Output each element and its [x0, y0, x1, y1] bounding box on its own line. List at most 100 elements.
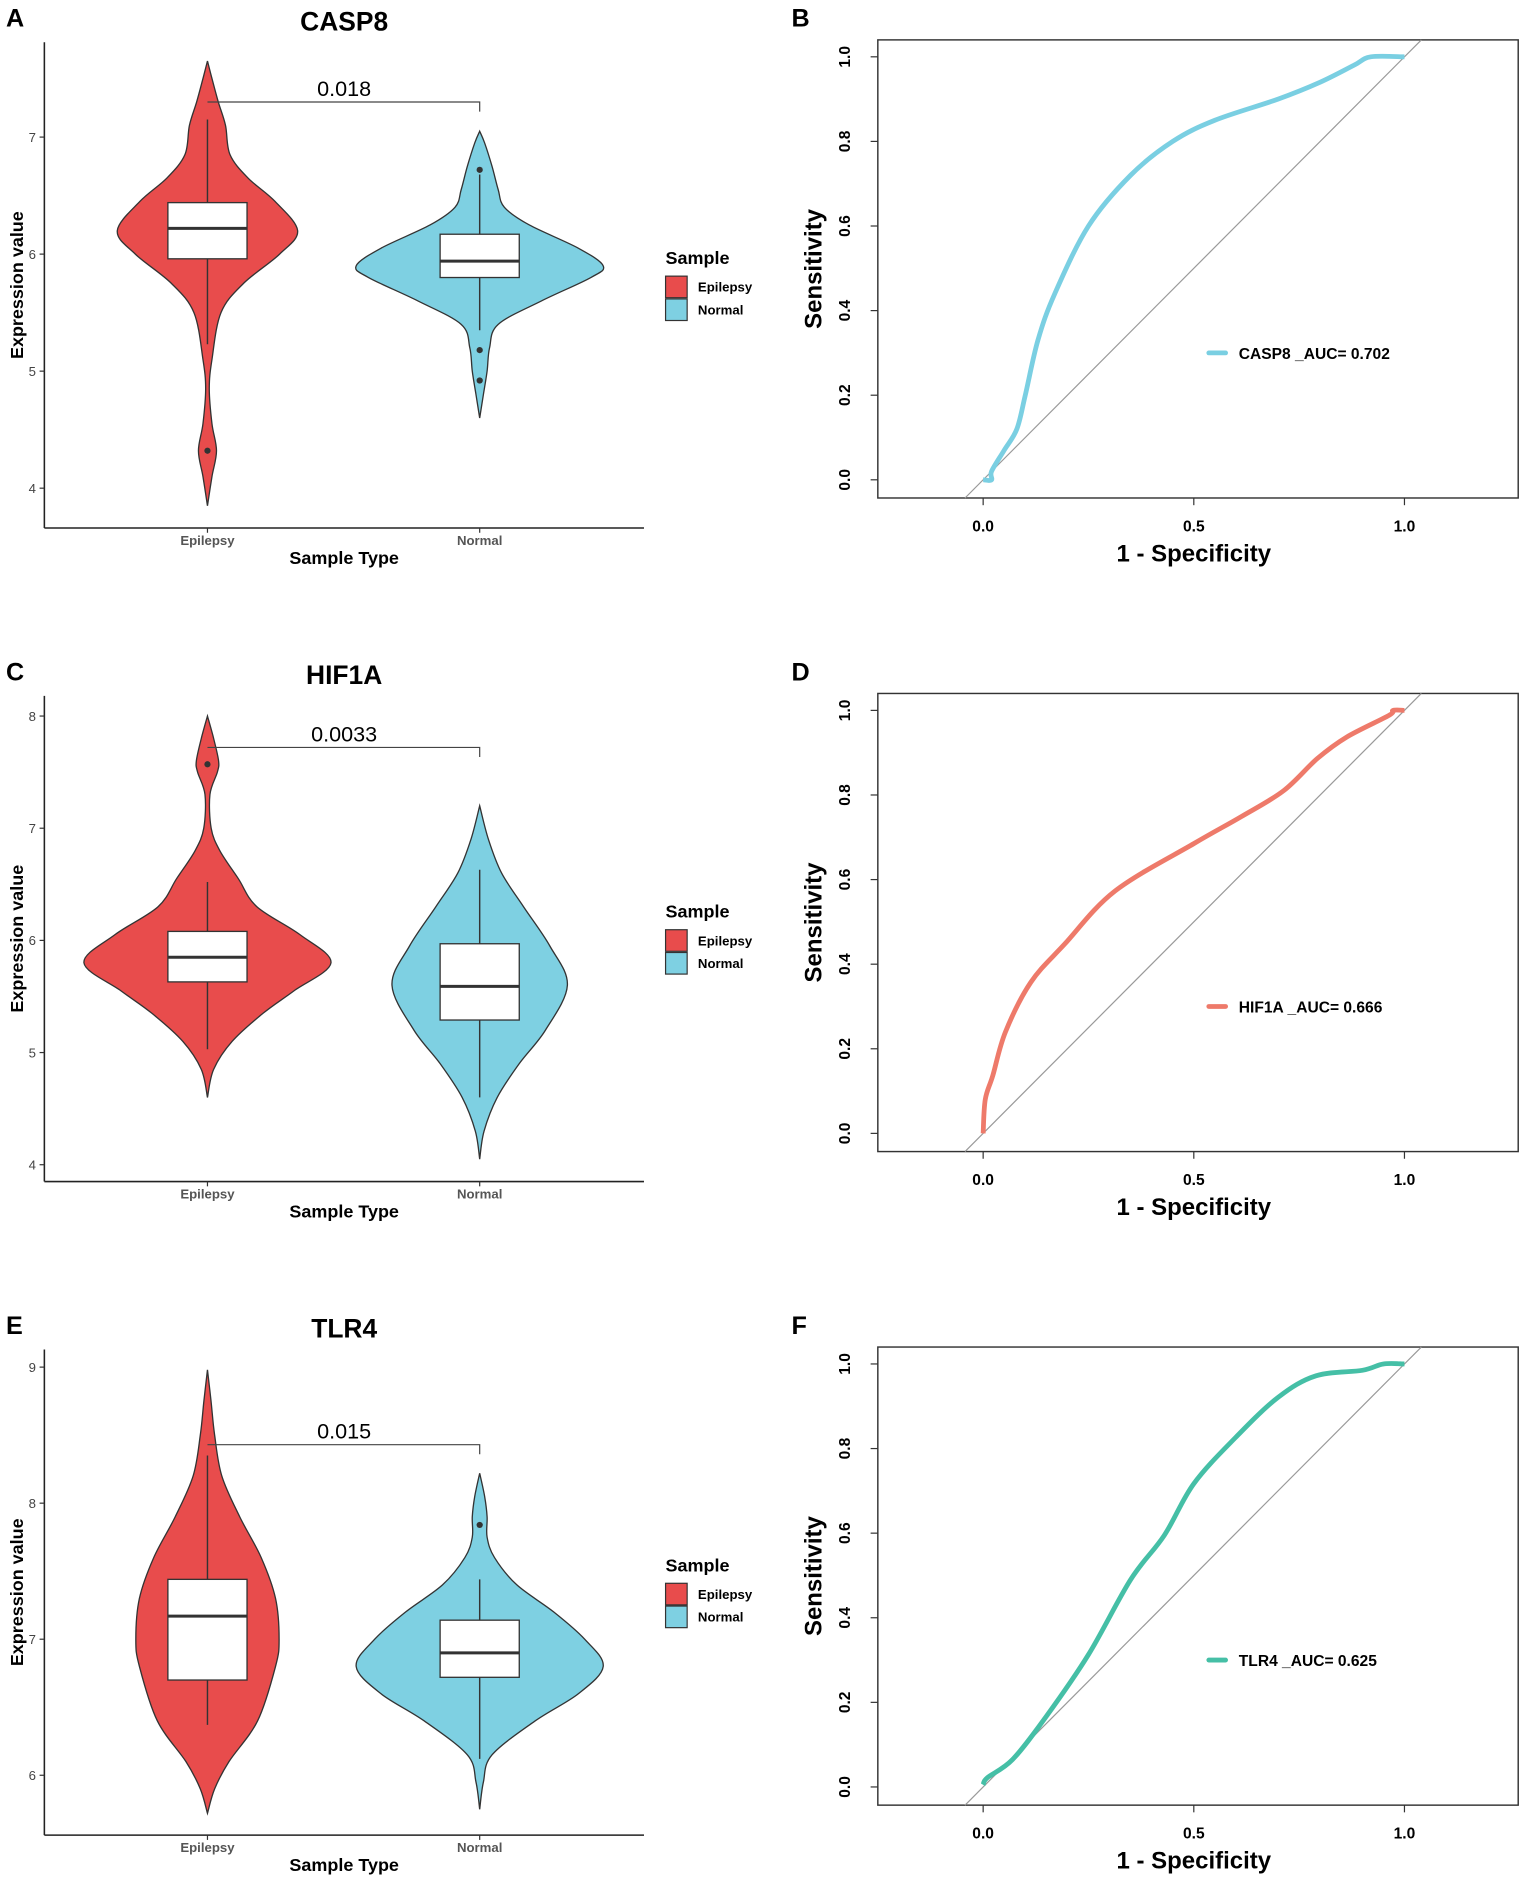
roc-curve	[980, 707, 1405, 1134]
x-tick-label: 1.0	[1394, 1826, 1416, 1843]
x-tick-label: 1.0	[1394, 1172, 1416, 1189]
y-tick-label: 0.4	[837, 953, 854, 975]
y-tick-label: 0.4	[837, 1607, 854, 1629]
x-axis-title: 1 - Specificity	[1117, 1194, 1272, 1221]
reference-diagonal	[964, 1346, 1422, 1806]
y-tick-label: 0.6	[837, 215, 854, 237]
legend-label: CASP8 _AUC= 0.702	[1239, 346, 1390, 363]
reference-diagonal	[964, 693, 1422, 1152]
outlier-point	[476, 1521, 483, 1529]
y-tick-label: 0.2	[837, 1038, 854, 1060]
x-tick-label: 0.5	[1183, 519, 1205, 536]
significance-bracket	[207, 101, 481, 112]
legend-swatch-normal	[664, 951, 688, 975]
box	[167, 201, 248, 260]
y-tick-label: 7	[29, 821, 36, 836]
legend-label: HIF1A _AUC= 0.666	[1239, 999, 1383, 1016]
plot-frame	[877, 39, 1519, 499]
chart-title: HIF1A	[306, 660, 382, 690]
panel-label: B	[791, 5, 809, 33]
x-tick-label: Epilepsy	[180, 1840, 235, 1855]
panel-E: E TLR4 6 7 8 9 Epilepsy Normal 0.015 Sample Type E…	[6, 1312, 753, 1875]
x-axis-title: Sample Type	[289, 1202, 399, 1222]
y-tick-label: 7	[29, 1632, 36, 1647]
plot-frame	[877, 1346, 1519, 1806]
x-tick-label: Epilepsy	[180, 1186, 235, 1201]
y-tick-label: 6	[29, 247, 36, 262]
box	[439, 943, 520, 1021]
p-value-label: 0.0033	[311, 721, 377, 746]
x-axis-title: 1 - Specificity	[1117, 1848, 1272, 1875]
y-tick-label: 5	[29, 364, 36, 379]
panel-F: F 0.0 0.5 1.0 0.0 0.2 0.4 0.6 0.8 1.0 1 - Specific…	[791, 1312, 1519, 1875]
x-tick-label: Normal	[457, 1186, 502, 1201]
x-axis-title: 1 - Specificity	[1117, 541, 1272, 568]
legend-label: Normal	[698, 956, 743, 971]
x-tick-label: 0.0	[972, 1826, 994, 1843]
y-axis-title: Sensitivity	[800, 862, 827, 983]
x-tick-label: 0.0	[972, 519, 994, 536]
y-tick-label: 7	[29, 130, 36, 145]
y-axis-title: Sensitivity	[800, 208, 827, 329]
y-tick-label: 1.0	[837, 699, 854, 721]
significance-bracket	[207, 746, 481, 758]
roc-curve	[982, 53, 1405, 483]
panel-label: D	[791, 658, 809, 686]
y-tick-label: 0.6	[837, 868, 854, 890]
box	[167, 1578, 248, 1681]
y-tick-label: 4	[29, 481, 36, 496]
y-tick-label: 8	[29, 709, 36, 724]
chart-title: TLR4	[311, 1313, 377, 1343]
y-tick-label: 0.0	[837, 1122, 854, 1144]
panel-label: E	[6, 1312, 23, 1340]
x-tick-label: 0.5	[1183, 1172, 1205, 1189]
panel-C: C HIF1A 4 5 6 7 8 Epilepsy Normal 0.0033 Sample Ty…	[6, 658, 753, 1221]
p-value-label: 0.018	[317, 76, 371, 101]
y-tick-label: 0.2	[837, 1691, 854, 1713]
box	[439, 1619, 520, 1678]
panel-A: A CASP8 4 5 6 7 Epilepsy Normal 0.018 Sample Type…	[6, 5, 753, 568]
x-tick-label: Normal	[457, 533, 502, 548]
outlier-point	[204, 447, 211, 454]
y-tick-label: 5	[29, 1045, 36, 1060]
y-tick-label: 0.2	[837, 384, 854, 406]
y-tick-label: 6	[29, 933, 36, 948]
legend-label: Normal	[698, 303, 743, 318]
x-tick-label: 0.0	[972, 1172, 994, 1189]
panel-label: A	[6, 5, 24, 33]
y-tick-label: 0.8	[837, 130, 854, 152]
y-tick-label: 0.8	[837, 1437, 854, 1459]
outlier-point	[476, 166, 483, 173]
legend-swatch-epilepsy	[664, 1582, 688, 1606]
significance-bracket	[207, 1444, 481, 1455]
legend-label: Epilepsy	[698, 933, 753, 948]
panel-label: C	[6, 658, 24, 686]
y-axis-title: Sensitivity	[800, 1515, 827, 1636]
y-tick-label: 0.0	[837, 1776, 854, 1798]
y-axis-title: Expression value	[7, 1518, 27, 1666]
x-axis-title: Sample Type	[289, 548, 399, 568]
x-tick-label: Normal	[457, 1840, 502, 1855]
y-tick-label: 1.0	[837, 46, 854, 68]
y-tick-label: 1.0	[837, 1353, 854, 1375]
panel-D: D 0.0 0.5 1.0 0.0 0.2 0.4 0.6 0.8 1.0 1 - Specific…	[791, 658, 1519, 1221]
legend-label: Epilepsy	[698, 1587, 753, 1602]
legend-label: Normal	[698, 1610, 743, 1625]
y-tick-label: 0.4	[837, 299, 854, 321]
legend-label: Epilepsy	[698, 280, 753, 295]
legend-swatch-normal	[664, 298, 688, 322]
legend-swatch-epilepsy	[664, 275, 688, 299]
x-tick-label: 0.5	[1183, 1826, 1205, 1843]
y-tick-label: 9	[29, 1360, 36, 1375]
y-tick-label: 0.0	[837, 469, 854, 491]
plot-frame	[877, 692, 1519, 1153]
x-tick-label: 1.0	[1394, 519, 1416, 536]
p-value-label: 0.015	[317, 1419, 371, 1444]
legend-swatch-epilepsy	[664, 929, 688, 952]
panel-label: F	[791, 1312, 806, 1340]
box	[439, 233, 520, 279]
y-tick-label: 4	[29, 1158, 36, 1173]
x-axis-title: Sample Type	[289, 1855, 399, 1875]
legend-label: TLR4 _AUC= 0.625	[1239, 1653, 1377, 1670]
